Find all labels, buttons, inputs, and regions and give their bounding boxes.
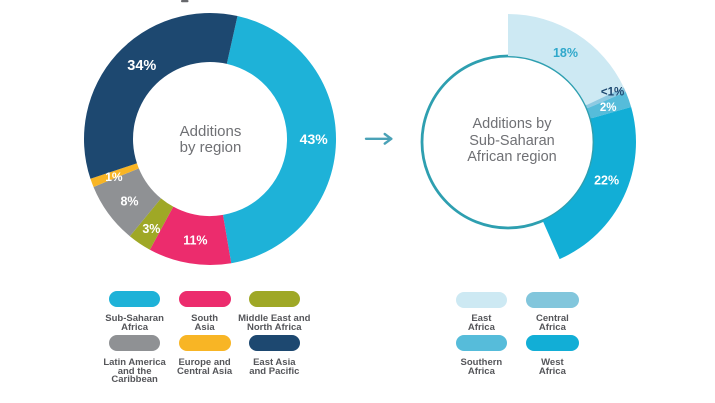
svg-text:18%: 18% bbox=[553, 46, 578, 60]
svg-text:8%: 8% bbox=[120, 194, 138, 208]
svg-text:34%: 34% bbox=[127, 58, 156, 74]
svg-text:2%: 2% bbox=[600, 102, 617, 114]
svg-text:11%: 11% bbox=[183, 233, 207, 247]
svg-text:3%: 3% bbox=[142, 222, 160, 236]
svg-text:43%: 43% bbox=[300, 131, 329, 147]
svg-text:22%: 22% bbox=[594, 173, 619, 187]
svg-text:1%: 1% bbox=[105, 170, 123, 184]
svg-text:<1%: <1% bbox=[601, 87, 624, 99]
